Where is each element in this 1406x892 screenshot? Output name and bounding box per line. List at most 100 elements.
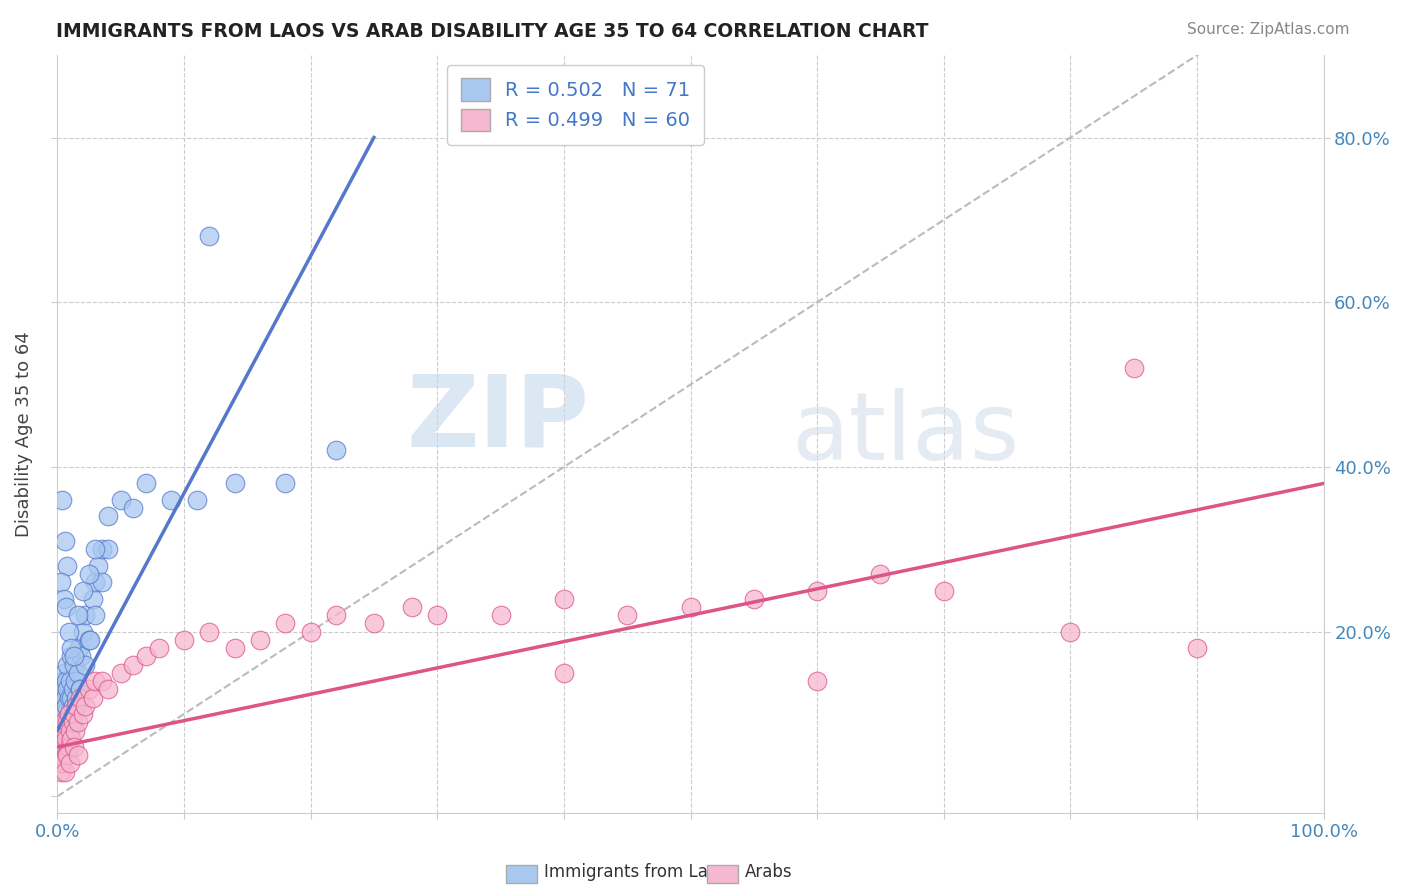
Point xyxy=(553,665,575,680)
Point xyxy=(198,624,221,639)
Point xyxy=(66,608,89,623)
Point xyxy=(742,591,765,606)
Point xyxy=(426,608,449,623)
Point xyxy=(55,723,77,738)
Point xyxy=(932,583,955,598)
Point xyxy=(51,492,73,507)
Point xyxy=(148,641,170,656)
Point xyxy=(75,698,97,713)
Point xyxy=(67,641,90,656)
Point xyxy=(69,690,91,705)
Point xyxy=(82,690,104,705)
Point xyxy=(55,599,77,614)
Point xyxy=(63,674,86,689)
Point xyxy=(198,229,221,244)
Point xyxy=(679,599,702,614)
Point xyxy=(84,575,107,590)
Text: ZIP: ZIP xyxy=(406,370,589,467)
Point xyxy=(84,608,107,623)
Point xyxy=(56,657,79,672)
Text: Arabs: Arabs xyxy=(745,863,793,881)
Point xyxy=(66,665,89,680)
Point xyxy=(806,674,828,689)
Point xyxy=(72,707,94,722)
Point xyxy=(299,624,322,639)
Point xyxy=(325,443,347,458)
Point xyxy=(53,723,76,738)
Point xyxy=(49,756,72,771)
Point xyxy=(401,599,423,614)
Point xyxy=(62,707,84,722)
Point xyxy=(53,739,76,754)
Point xyxy=(77,567,100,582)
Point xyxy=(55,698,77,713)
Point xyxy=(1185,641,1208,656)
Point xyxy=(62,739,84,754)
Point xyxy=(87,558,110,573)
Point xyxy=(69,682,91,697)
Text: Immigrants from Laos: Immigrants from Laos xyxy=(544,863,727,881)
Point xyxy=(51,756,73,771)
Point xyxy=(553,591,575,606)
Point xyxy=(90,674,112,689)
Point xyxy=(249,632,271,647)
Point xyxy=(52,665,75,680)
Legend: R = 0.502   N = 71, R = 0.499   N = 60: R = 0.502 N = 71, R = 0.499 N = 60 xyxy=(447,65,704,145)
Point xyxy=(49,715,72,730)
Point xyxy=(51,698,73,713)
Point xyxy=(53,715,76,730)
Point xyxy=(77,682,100,697)
Y-axis label: Disability Age 35 to 64: Disability Age 35 to 64 xyxy=(15,331,32,537)
Point xyxy=(79,632,101,647)
Point xyxy=(56,723,79,738)
Point xyxy=(186,492,208,507)
Point xyxy=(97,682,120,697)
Point xyxy=(53,690,76,705)
Point xyxy=(51,674,73,689)
Point xyxy=(69,682,91,697)
Point xyxy=(53,534,76,549)
Point xyxy=(110,492,132,507)
Point xyxy=(58,707,80,722)
Point xyxy=(66,715,89,730)
Point xyxy=(53,764,76,779)
Point xyxy=(869,567,891,582)
Point xyxy=(62,657,84,672)
Point xyxy=(56,682,79,697)
Point xyxy=(52,591,75,606)
Point xyxy=(224,476,246,491)
Text: atlas: atlas xyxy=(792,388,1021,480)
Point xyxy=(70,649,93,664)
Point xyxy=(224,641,246,656)
Point xyxy=(90,575,112,590)
Point xyxy=(49,575,72,590)
Point xyxy=(63,723,86,738)
Point xyxy=(66,748,89,763)
Point xyxy=(56,748,79,763)
Point xyxy=(75,608,97,623)
Point xyxy=(97,542,120,557)
Point xyxy=(84,542,107,557)
Point xyxy=(363,616,385,631)
Point xyxy=(62,715,84,730)
Point xyxy=(59,715,82,730)
Point xyxy=(77,632,100,647)
Point xyxy=(90,542,112,557)
Point xyxy=(1059,624,1081,639)
Point xyxy=(59,731,82,746)
Point xyxy=(60,731,83,746)
Point xyxy=(52,715,75,730)
Point xyxy=(135,476,157,491)
Point xyxy=(49,739,72,754)
Point xyxy=(65,690,87,705)
Point xyxy=(52,731,75,746)
Point xyxy=(52,731,75,746)
Point xyxy=(97,509,120,524)
Point xyxy=(806,583,828,598)
Point xyxy=(58,707,80,722)
Point xyxy=(55,674,77,689)
Point xyxy=(84,674,107,689)
Point xyxy=(82,591,104,606)
Point xyxy=(62,698,84,713)
Point xyxy=(65,698,87,713)
